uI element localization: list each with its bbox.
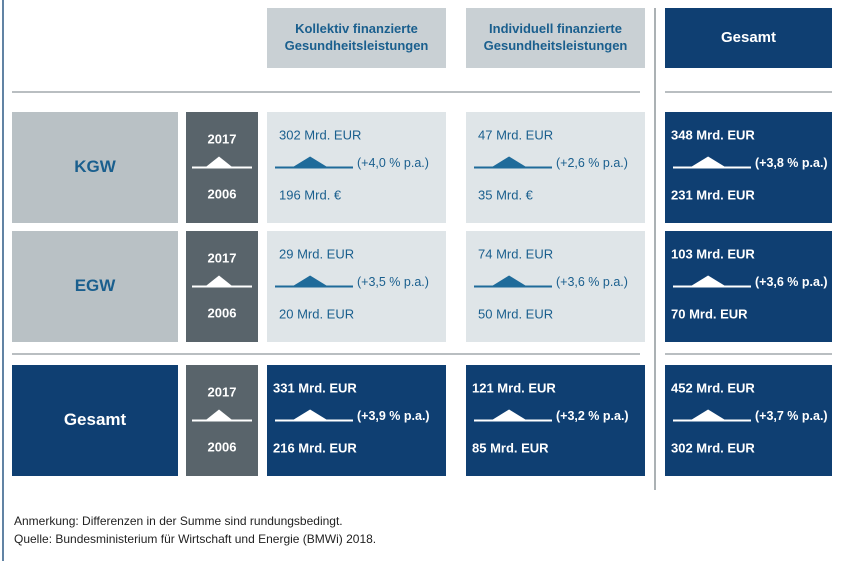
growth-rate: (+3,7 % p.a.) bbox=[755, 409, 828, 423]
header-line: Individuell finanzierte bbox=[489, 22, 622, 37]
value-2017: 47 Mrd. EUR bbox=[478, 127, 553, 142]
row-label: EGW bbox=[75, 276, 117, 295]
trend-triangle bbox=[205, 156, 233, 168]
header-cell bbox=[466, 8, 645, 68]
value-2017: 452 Mrd. EUR bbox=[671, 380, 755, 395]
value-2017: 302 Mrd. EUR bbox=[279, 127, 361, 142]
growth-rate: (+4,0 % p.a.) bbox=[357, 156, 429, 170]
growth-rate: (+3,5 % p.a.) bbox=[357, 275, 429, 289]
row-label-box bbox=[12, 112, 178, 223]
row-label-box bbox=[12, 231, 178, 342]
header-line: Gesundheitsleistungen bbox=[484, 39, 628, 54]
value-2017: 348 Mrd. EUR bbox=[671, 127, 755, 142]
value-2006: 35 Mrd. € bbox=[478, 187, 534, 202]
year-top: 2017 bbox=[208, 250, 237, 265]
value-2017: 331 Mrd. EUR bbox=[273, 380, 357, 395]
trend-triangle bbox=[690, 275, 727, 287]
value-2006: 70 Mrd. EUR bbox=[671, 306, 748, 321]
value-2006: 216 Mrd. EUR bbox=[273, 440, 357, 455]
trend-triangle bbox=[491, 275, 528, 287]
trend-triangle bbox=[690, 156, 727, 168]
value-2017: 29 Mrd. EUR bbox=[279, 246, 354, 261]
growth-rate: (+3,9 % p.a.) bbox=[357, 409, 430, 423]
trend-triangle bbox=[205, 409, 233, 421]
year-bottom: 2006 bbox=[208, 305, 237, 320]
header-line: Kollektiv finanzierte bbox=[295, 22, 418, 37]
row-label-box bbox=[12, 365, 178, 476]
value-2017: 121 Mrd. EUR bbox=[472, 380, 556, 395]
year-bottom: 2006 bbox=[208, 439, 237, 454]
source: Quelle: Bundesministerium für Wirtschaft… bbox=[14, 532, 376, 546]
value-2006: 196 Mrd. € bbox=[279, 187, 342, 202]
growth-rate: (+3,8 % p.a.) bbox=[755, 156, 828, 170]
header-text: Individuell finanzierte Gesundheitsleistu… bbox=[484, 22, 628, 54]
trend-triangle bbox=[205, 275, 233, 287]
growth-rate: (+3,6 % p.a.) bbox=[556, 275, 628, 289]
value-2017: 74 Mrd. EUR bbox=[478, 246, 553, 261]
trend-triangle bbox=[491, 156, 528, 168]
year-top: 2017 bbox=[208, 384, 237, 399]
value-2006: 302 Mrd. EUR bbox=[671, 440, 755, 455]
header-text: Gesamt bbox=[721, 29, 776, 46]
header-line: Gesundheitsleistungen bbox=[285, 39, 429, 54]
growth-rate: (+2,6 % p.a.) bbox=[556, 156, 628, 170]
trend-triangle bbox=[491, 409, 528, 421]
value-2017: 103 Mrd. EUR bbox=[671, 246, 755, 261]
trend-triangle bbox=[690, 409, 727, 421]
trend-triangle bbox=[292, 156, 329, 168]
value-2006: 20 Mrd. EUR bbox=[279, 306, 354, 321]
growth-rate: (+3,6 % p.a.) bbox=[755, 275, 828, 289]
value-2006: 231 Mrd. EUR bbox=[671, 187, 755, 202]
value-2006: 50 Mrd. EUR bbox=[478, 306, 553, 321]
trend-triangle bbox=[292, 409, 329, 421]
header-cell bbox=[267, 8, 446, 68]
row-label: KGW bbox=[74, 157, 117, 176]
year-bottom: 2006 bbox=[208, 186, 237, 201]
trend-triangle bbox=[292, 275, 329, 287]
header-text: Kollektiv finanzierte Gesundheitsleistung… bbox=[285, 22, 429, 54]
year-top: 2017 bbox=[208, 131, 237, 146]
row-label: Gesamt bbox=[64, 410, 127, 429]
growth-rate: (+3,2 % p.a.) bbox=[556, 409, 629, 423]
header-cell bbox=[665, 8, 832, 68]
note: Anmerkung: Differenzen in der Summe sind… bbox=[14, 514, 343, 528]
value-2006: 85 Mrd. EUR bbox=[472, 440, 549, 455]
